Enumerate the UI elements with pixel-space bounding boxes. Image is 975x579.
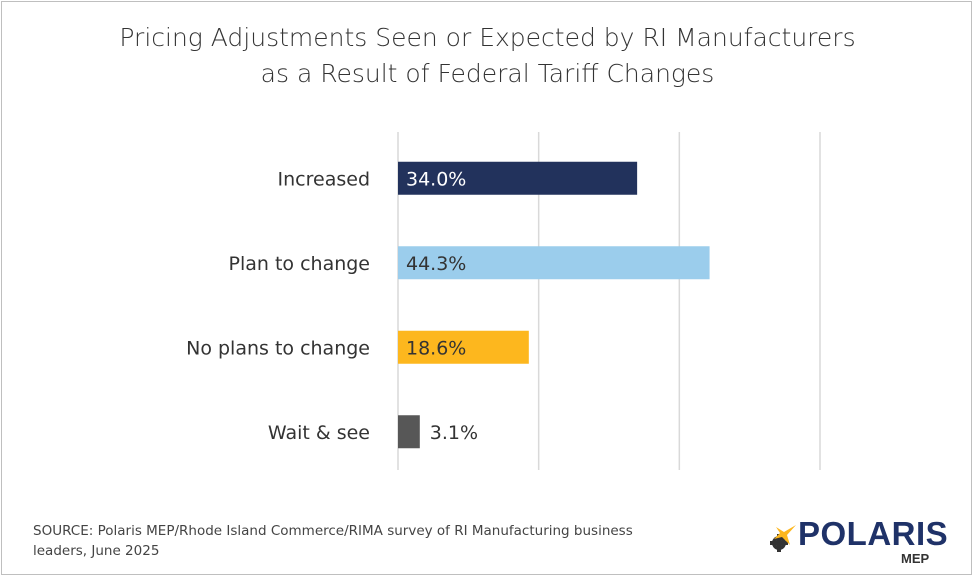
chart-title: Pricing Adjustments Seen or Expected by … [0,20,975,92]
bar [398,161,638,195]
category-label: Wait & see [268,422,370,444]
bar [398,246,710,280]
data-label: 44.3% [406,253,466,275]
category-label: Increased [278,168,370,190]
data-label: 3.1% [430,422,478,444]
source-note: SOURCE: Polaris MEP/Rhode Island Commerc… [33,523,633,559]
data-label: 18.6% [406,337,466,359]
chart-title-line-2: as a Result of Federal Tariff Changes [260,59,715,88]
logo-word: POLARIS [798,515,949,552]
bar [398,415,420,449]
category-label: No plans to change [186,337,370,359]
data-label: 34.0% [406,168,466,190]
chart-title-line-1: Pricing Adjustments Seen or Expected by … [119,23,856,52]
bar [398,330,529,364]
category-label: Plan to change [229,253,371,275]
gear-star-icon [770,525,796,552]
logo-sub: MEP [901,551,930,566]
polaris-mep-logo: POLARIS MEP [768,515,948,566]
